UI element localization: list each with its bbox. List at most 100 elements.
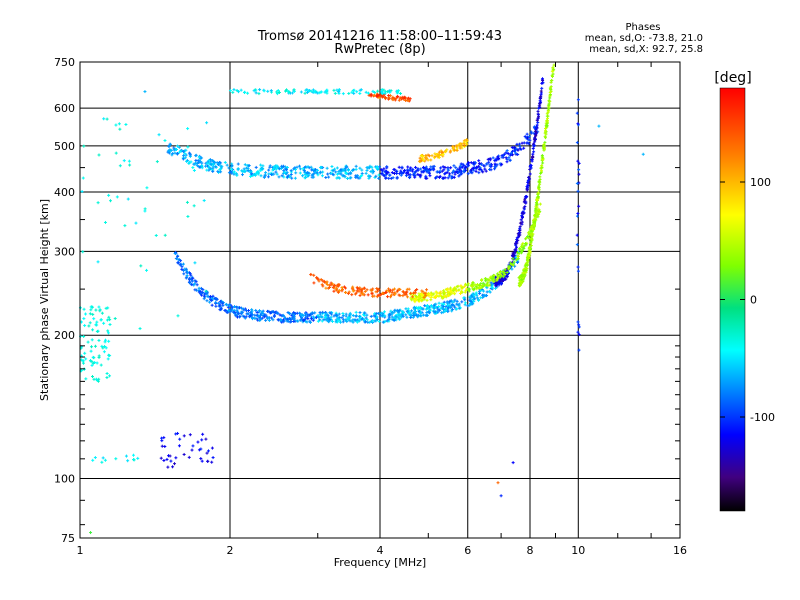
data-point <box>195 164 199 168</box>
data-point <box>316 168 320 172</box>
data-point <box>209 163 213 167</box>
data-point <box>400 165 404 169</box>
data-point <box>246 167 250 171</box>
data-point <box>169 459 173 463</box>
data-point <box>256 172 260 176</box>
data-point <box>323 311 327 315</box>
data-point <box>223 160 227 164</box>
data-point <box>267 172 271 176</box>
data-point <box>195 283 199 287</box>
y-tick-label: 600 <box>54 102 75 115</box>
data-point <box>269 89 273 93</box>
data-point <box>446 303 450 307</box>
data-point <box>369 169 373 173</box>
data-point <box>239 88 243 92</box>
data-point <box>224 302 228 306</box>
data-point <box>88 321 92 325</box>
data-point <box>332 314 336 318</box>
data-point <box>429 158 433 162</box>
data-point <box>253 313 257 317</box>
data-point <box>494 165 498 169</box>
data-point <box>321 310 325 314</box>
data-point <box>243 90 247 94</box>
data-point <box>325 166 329 170</box>
y-tick-label: 750 <box>54 56 75 69</box>
data-point <box>171 465 175 469</box>
data-point <box>425 298 429 302</box>
data-point <box>131 453 135 457</box>
data-point <box>292 167 296 171</box>
data-point <box>108 323 112 327</box>
data-point <box>254 91 258 95</box>
data-point <box>208 300 212 304</box>
data-point <box>82 144 86 148</box>
data-point <box>333 91 337 95</box>
data-point <box>211 169 215 173</box>
data-point <box>190 448 194 452</box>
data-point <box>200 161 204 165</box>
data-point <box>377 173 381 177</box>
data-point <box>420 170 424 174</box>
data-point <box>421 166 425 170</box>
data-point <box>477 298 481 302</box>
data-point <box>405 315 409 319</box>
data-point <box>94 308 98 312</box>
data-point <box>202 199 206 203</box>
data-point <box>536 109 540 113</box>
data-point <box>453 172 457 176</box>
data-point <box>332 88 336 92</box>
data-point <box>214 304 218 308</box>
data-point <box>577 204 581 208</box>
data-point <box>184 148 188 152</box>
data-point <box>250 308 254 312</box>
data-point <box>500 154 504 158</box>
data-point <box>293 312 297 316</box>
data-point <box>208 166 212 170</box>
data-point <box>466 164 470 168</box>
data-point <box>382 174 386 178</box>
data-point <box>358 311 362 315</box>
data-point <box>425 303 429 307</box>
data-point <box>170 153 174 157</box>
data-point <box>462 169 466 173</box>
data-point <box>440 311 444 315</box>
data-point <box>298 167 302 171</box>
data-point <box>430 154 434 158</box>
data-point <box>496 481 500 485</box>
data-point <box>163 445 167 449</box>
data-point <box>262 175 266 179</box>
colorbar-tick-label: 100 <box>750 176 771 189</box>
x-tick-label: 6 <box>464 544 471 557</box>
data-point <box>176 144 180 148</box>
data-point <box>118 164 122 168</box>
data-point <box>413 175 417 179</box>
data-point <box>311 318 315 322</box>
data-point <box>432 306 436 310</box>
data-point <box>443 165 447 169</box>
data-point <box>302 169 306 173</box>
x-axis-ticks: 1 2 4 6 8 10 16 <box>77 62 687 557</box>
data-point <box>173 462 177 466</box>
data-point <box>289 172 293 176</box>
data-point <box>266 89 270 93</box>
data-point <box>522 146 526 150</box>
data-point <box>249 174 253 178</box>
data-point <box>260 316 264 320</box>
data-point <box>339 170 343 174</box>
data-point <box>341 320 345 324</box>
data-point <box>243 163 247 167</box>
data-point <box>292 88 296 92</box>
data-point <box>194 153 198 157</box>
data-point <box>410 309 414 313</box>
data-point <box>167 151 171 155</box>
data-point <box>416 172 420 176</box>
data-point <box>89 349 93 353</box>
data-point <box>367 174 371 178</box>
data-point <box>232 170 236 174</box>
data-point <box>184 159 188 163</box>
data-point <box>162 458 166 462</box>
data-point <box>182 452 186 456</box>
data-point <box>289 320 293 324</box>
data-point <box>324 176 328 180</box>
x-tick-label: 16 <box>673 544 687 557</box>
